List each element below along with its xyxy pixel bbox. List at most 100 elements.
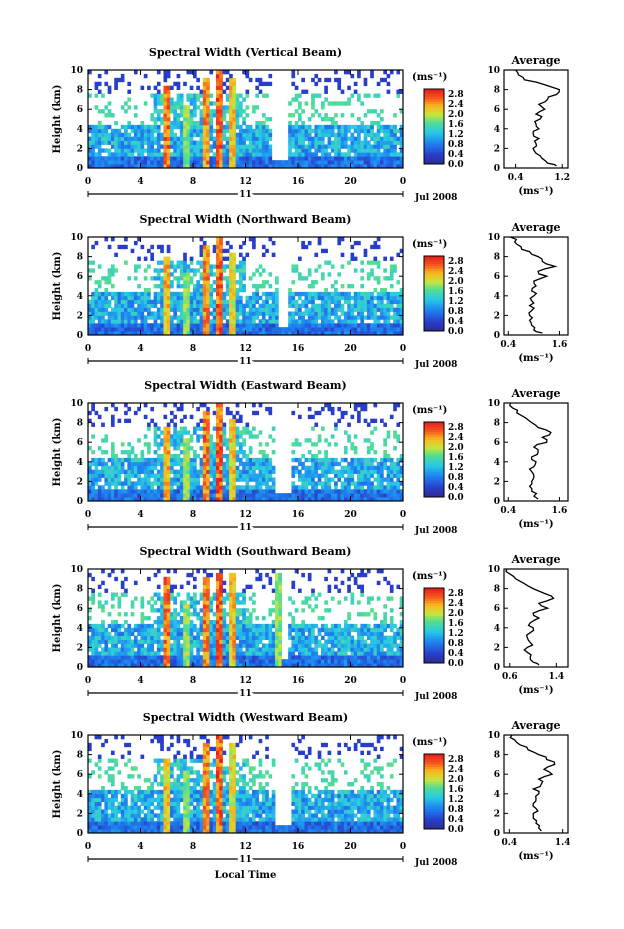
heatmap-cell — [219, 485, 223, 490]
heatmap-cell — [212, 477, 217, 482]
heatmap-cell — [104, 663, 109, 668]
heatmap-cell — [189, 164, 194, 169]
heatmap-cell — [176, 489, 181, 494]
heatmap-cell — [248, 136, 253, 141]
heatmap-cell — [393, 403, 397, 408]
heatmap-cell — [101, 323, 105, 328]
heatmap-cell — [202, 113, 207, 118]
heatmap-cell — [140, 327, 145, 332]
heatmap-cell — [288, 132, 292, 138]
heatmap-cell — [242, 497, 246, 502]
heatmap-cell — [396, 140, 401, 145]
heatmap-cell — [225, 446, 230, 451]
heatmap-cell — [271, 303, 276, 308]
heatmap-cell — [337, 489, 342, 494]
heatmap-cell — [163, 319, 168, 324]
heatmap-cell — [166, 639, 171, 644]
heatmap-cell — [215, 89, 220, 94]
heatmap-cell — [206, 592, 210, 597]
heatmap-cell — [199, 276, 204, 281]
heatmap-cell — [261, 327, 266, 332]
heatmap-cell — [242, 303, 246, 308]
heatmap-cell — [366, 93, 371, 98]
heatmap-cell — [307, 497, 312, 502]
heatmap-cell — [334, 132, 338, 138]
heatmap-cell — [347, 144, 351, 149]
heatmap-cell — [334, 457, 338, 463]
heatmap-cell — [91, 434, 95, 439]
heatmap-cell — [366, 315, 371, 320]
heatmap-cell — [170, 631, 174, 637]
heatmap-cell — [209, 132, 214, 138]
heatmap-cell — [199, 299, 204, 305]
colorbar-swatch — [424, 311, 444, 314]
heatmap-cell — [350, 160, 355, 165]
heatmap-cell — [97, 497, 102, 502]
heatmap-cell — [97, 600, 102, 605]
heatmap-cell — [304, 299, 309, 305]
heatmap-cell — [114, 631, 118, 637]
heatmap-cell — [320, 481, 325, 486]
heatmap-cell — [229, 327, 233, 332]
heatmap-cell — [179, 105, 184, 110]
heatmap-cell — [160, 643, 164, 648]
average-x-tick-label: 0.4 — [500, 340, 516, 350]
heatmap-cell — [271, 291, 276, 297]
heatmap-cell — [340, 113, 345, 118]
heatmap-cell — [160, 600, 164, 605]
heatmap-cell — [311, 128, 315, 134]
heatmap-cell — [189, 457, 194, 463]
heatmap-cell — [399, 132, 404, 138]
heatmap-cell — [206, 295, 210, 301]
heatmap-cell — [206, 647, 210, 652]
heatmap-cell — [117, 600, 122, 605]
heatmap-cell — [261, 493, 266, 498]
heatmap-cell — [202, 160, 207, 165]
heatmap-cell — [153, 655, 158, 660]
heatmap-cell — [215, 136, 220, 141]
heatmap-cell — [225, 299, 230, 305]
heatmap-cell — [101, 580, 105, 586]
heatmap-cell — [219, 477, 223, 482]
heatmap-cell — [147, 315, 151, 320]
heatmap-cell — [147, 291, 151, 297]
colorbar-swatch — [424, 464, 444, 468]
y-tick-label: 6 — [494, 272, 500, 282]
heatmap-cell — [199, 623, 204, 629]
heatmap-cell — [232, 442, 237, 447]
heatmap-cell — [101, 473, 105, 478]
heatmap-cell — [160, 465, 164, 471]
heatmap-cell — [183, 485, 187, 490]
heatmap-cell — [186, 612, 191, 617]
heatmap-cell — [196, 260, 200, 265]
heatmap-cell — [133, 410, 138, 416]
heatmap-cell — [97, 631, 102, 637]
heatmap-cell — [153, 426, 158, 431]
heatmap-cell — [298, 497, 302, 502]
heatmap-cell — [94, 663, 99, 668]
heatmap-cell — [196, 284, 200, 289]
heatmap-cell — [235, 410, 240, 416]
heatmap-cell — [357, 299, 361, 305]
heatmap-cell — [291, 311, 296, 316]
heatmap-cell — [173, 148, 177, 153]
heatmap-cell — [261, 124, 266, 130]
heatmap-cell — [160, 612, 164, 617]
heatmap-cell — [261, 323, 266, 328]
heatmap-cell — [156, 643, 161, 648]
heatmap-cell — [317, 307, 322, 312]
heatmap-cell — [88, 160, 92, 165]
heatmap-cell — [255, 93, 260, 98]
heatmap-cell — [252, 307, 256, 312]
y-tick-label: 4 — [77, 458, 83, 468]
heatmap-cell — [238, 140, 243, 145]
colorbar-tick-label: 1.6 — [448, 120, 464, 130]
heatmap-cell — [94, 105, 99, 110]
heatmap-cell — [170, 493, 174, 498]
heatmap-cell — [183, 627, 187, 633]
heatmap-cell — [281, 331, 286, 336]
heatmap-cell — [229, 152, 233, 157]
heatmap-cell — [330, 327, 335, 332]
heatmap-cell — [380, 164, 384, 169]
